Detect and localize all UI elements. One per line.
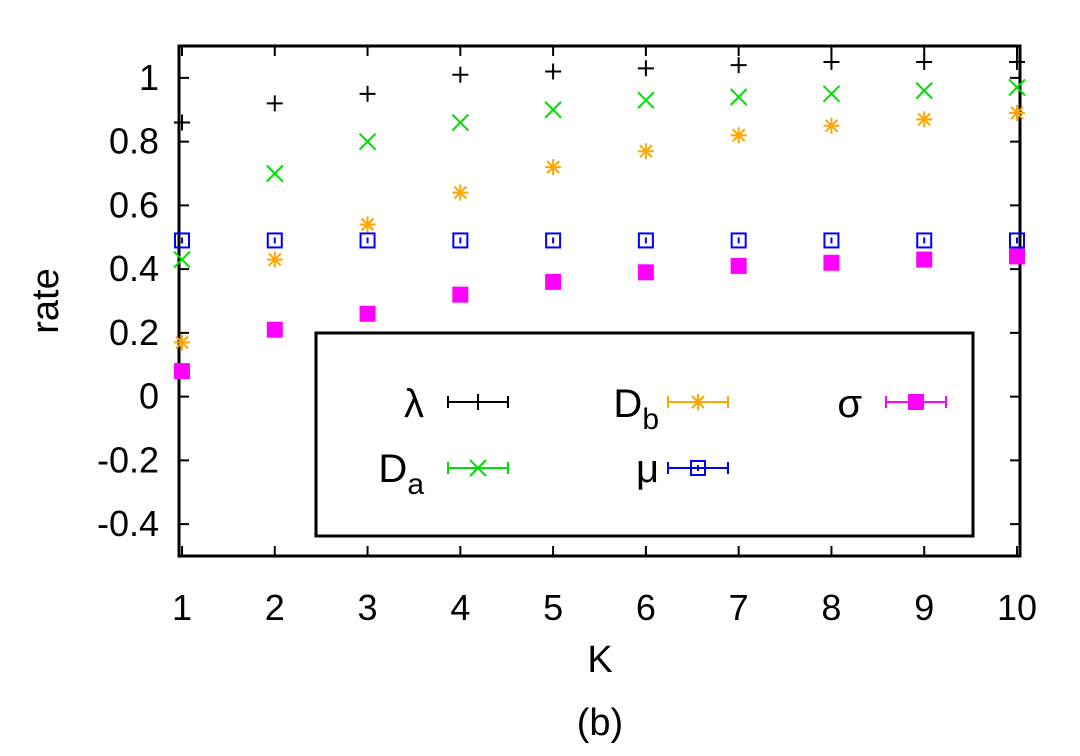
data-point-series-0 xyxy=(174,114,190,131)
legend-label: Db xyxy=(613,382,659,436)
x-tick-label: 9 xyxy=(914,587,934,628)
data-point-series-0 xyxy=(266,95,283,112)
x-tick-label: 6 xyxy=(636,587,656,628)
data-point-series-0 xyxy=(823,53,840,70)
data-point-series-1 xyxy=(823,117,840,134)
x-tick-label: 10 xyxy=(997,587,1037,628)
data-point-series-4 xyxy=(266,232,283,249)
data-point-series-2 xyxy=(452,286,469,303)
data-point-series-2 xyxy=(174,363,190,380)
legend-box xyxy=(314,331,975,538)
data-point-series-3 xyxy=(173,250,191,269)
data-point-series-2 xyxy=(1009,248,1025,265)
data-point-series-4 xyxy=(916,232,933,249)
data-point-series-4 xyxy=(823,232,840,249)
data-point-series-4 xyxy=(174,232,190,249)
legend-marker xyxy=(690,394,706,410)
data-point-series-0 xyxy=(637,60,654,77)
x-axis-label: K xyxy=(587,639,612,681)
y-tick-label: 0.8 xyxy=(109,121,159,162)
legend-items: λ Db σ Da μ xyxy=(378,382,947,501)
y-tick-label: 0.4 xyxy=(109,248,159,289)
data-point-series-1 xyxy=(637,143,654,160)
data-point-series-1 xyxy=(730,127,747,144)
data-point-series-0 xyxy=(1009,53,1025,70)
data-point-series-1 xyxy=(545,159,562,176)
legend: λ Db σ Da μ xyxy=(314,331,975,538)
x-tick-label: 1 xyxy=(172,587,192,628)
data-point-series-4 xyxy=(1009,232,1025,249)
x-tick-label: 3 xyxy=(358,587,378,628)
legend-marker xyxy=(690,460,706,476)
legend-label: σ xyxy=(837,382,862,426)
data-point-series-0 xyxy=(359,85,376,102)
data-point-series-3 xyxy=(822,85,841,103)
x-tick-label: 5 xyxy=(543,587,563,628)
x-tick-label: 8 xyxy=(821,587,841,628)
y-tick-label: -0.4 xyxy=(97,503,159,544)
data-point-series-2 xyxy=(359,305,376,322)
data-point-series-4 xyxy=(637,232,654,249)
axis-ticks: -0.4 -0.2 0 0.2 0.4 0.6 0.8 1 1 2 3 4 5 6 7 8 9 10 xyxy=(97,46,1037,628)
data-point-series-3 xyxy=(1008,78,1026,97)
data-point-series-1 xyxy=(916,111,933,128)
data-point-series-1 xyxy=(452,184,469,201)
data-point-series-0 xyxy=(452,66,469,83)
data-point-series-3 xyxy=(729,88,748,106)
data-point-series-3 xyxy=(266,164,284,183)
legend-label: Da xyxy=(378,447,424,501)
x-tick-label: 4 xyxy=(450,587,470,628)
y-tick-label: 1 xyxy=(139,57,159,98)
data-point-series-4 xyxy=(359,232,376,249)
x-tick-label: 7 xyxy=(729,587,749,628)
data-point-series-2 xyxy=(916,251,933,268)
y-axis-label: rate xyxy=(25,268,67,333)
data-point-series-1 xyxy=(174,334,190,351)
legend-label: λ xyxy=(404,382,424,426)
data-point-series-2 xyxy=(823,254,840,271)
data-point-series-4 xyxy=(545,232,562,249)
data-point-series-2 xyxy=(266,321,283,338)
data-point-series-2 xyxy=(545,273,562,290)
data-point-series-2 xyxy=(730,257,747,274)
legend-marker xyxy=(470,394,486,410)
plot-frame xyxy=(177,44,1022,558)
data-point-series-0 xyxy=(545,63,562,80)
y-tick-label: 0.6 xyxy=(109,184,159,225)
data-point-series-3 xyxy=(544,101,562,119)
data-point-series-1 xyxy=(359,216,376,233)
data-point-series-1 xyxy=(1009,104,1025,121)
y-tick-label: 0 xyxy=(139,376,159,417)
figure-caption: (b) xyxy=(577,702,623,744)
legend-marker xyxy=(469,459,487,477)
legend-label: μ xyxy=(636,447,659,491)
y-tick-label: -0.2 xyxy=(97,439,159,480)
data-point-series-0 xyxy=(730,57,747,74)
x-tick-label: 2 xyxy=(265,587,285,628)
y-tick-label: 0.2 xyxy=(109,312,159,353)
data-point-series-3 xyxy=(637,91,655,109)
data-point-series-0 xyxy=(916,53,933,70)
data-point-series-2 xyxy=(637,264,654,281)
data-point-series-3 xyxy=(451,113,470,132)
data-point-series-3 xyxy=(915,81,933,100)
data-point-series-4 xyxy=(452,232,469,249)
data-point-series-1 xyxy=(266,251,283,268)
data-point-series-3 xyxy=(358,132,377,151)
legend-marker xyxy=(908,394,924,410)
data-point-series-4 xyxy=(730,232,747,249)
data-marks xyxy=(173,53,1026,380)
